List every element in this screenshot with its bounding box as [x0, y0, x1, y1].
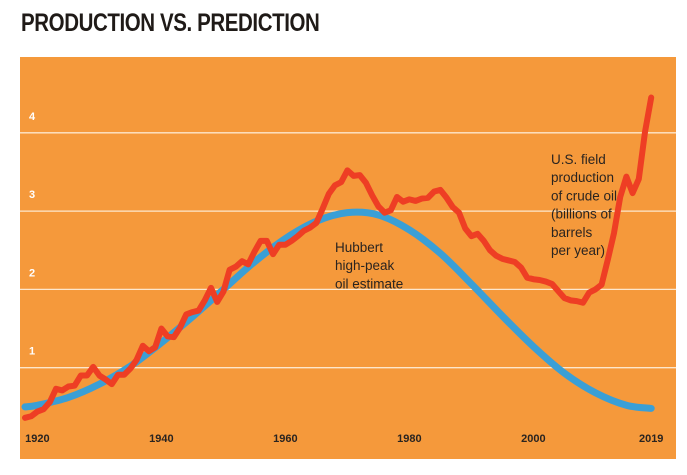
- y-tick-label: 4: [29, 111, 36, 123]
- hubbert-label: Hubbert high-peak oil estimate: [335, 240, 403, 291]
- x-tick-label: 1940: [149, 433, 173, 445]
- y-tick-label: 2: [29, 267, 35, 279]
- y-tick-label: 1: [29, 346, 35, 358]
- annotation-line: barrels: [551, 225, 593, 240]
- annotation-line: U.S. field: [551, 152, 606, 167]
- chart-title: PRODUCTION VS. PREDICTION: [21, 9, 320, 37]
- annotations: Hubbert high-peak oil estimate U.S. field pr…: [335, 152, 617, 291]
- x-tick-label: 2000: [521, 433, 545, 445]
- x-tick-label: 1980: [397, 433, 421, 445]
- production-label: U.S. field production of crude oil (billion…: [551, 152, 617, 258]
- annotation-line: per year): [551, 243, 605, 258]
- annotation-line: high-peak: [335, 258, 395, 273]
- x-tick-labels: 1920 1940 1960 1980 2000 2019: [25, 433, 663, 445]
- y-tick-label: 3: [29, 189, 35, 201]
- x-tick-label: 1920: [25, 433, 49, 445]
- y-tick-labels: 1 2 3 4: [29, 111, 36, 358]
- x-tick-label: 2019: [639, 433, 663, 445]
- series-line-production: [22, 94, 655, 421]
- annotation-line: Hubbert: [335, 240, 383, 255]
- x-tick-label: 1960: [273, 433, 297, 445]
- annotation-line: (billions of: [551, 207, 612, 222]
- series-lines: [21, 94, 655, 421]
- annotation-line: production: [551, 170, 614, 185]
- annotation-line: oil estimate: [335, 276, 403, 291]
- annotation-line: of crude oil: [551, 188, 617, 203]
- plot-background: [20, 57, 676, 459]
